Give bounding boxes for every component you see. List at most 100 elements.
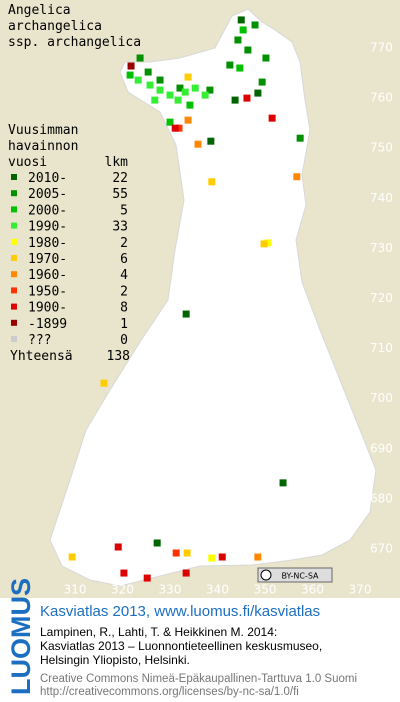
footer-background xyxy=(0,598,400,702)
legend-count: 5 xyxy=(120,203,128,218)
legend-heading: havainnon xyxy=(8,139,78,154)
y-tick-label: 740 xyxy=(370,191,393,205)
observation xyxy=(279,479,287,487)
observation xyxy=(206,86,214,94)
species-name: Angelica xyxy=(8,3,71,18)
observation xyxy=(182,310,190,318)
y-tick-label: 720 xyxy=(370,291,393,305)
legend-label: 1990- xyxy=(28,220,67,235)
legend-col-year: vuosi xyxy=(8,155,47,170)
observation xyxy=(237,16,245,24)
legend-swatch xyxy=(11,222,17,229)
legend-count: 55 xyxy=(112,187,128,202)
observation xyxy=(151,96,159,104)
y-tick-label: 670 xyxy=(370,542,393,556)
observation xyxy=(156,86,164,94)
citation-line: Lampinen, R., Lahti, T. & Heikkinen M. 2… xyxy=(40,625,277,639)
legend-label: 1900- xyxy=(28,301,67,316)
y-tick-label: 760 xyxy=(370,91,393,105)
legend-label: 1980- xyxy=(28,236,67,251)
y-tick-label: 690 xyxy=(370,441,393,455)
observation xyxy=(126,71,134,79)
legend-label: ??? xyxy=(28,333,51,348)
observation xyxy=(218,553,226,561)
observation xyxy=(234,36,242,44)
observation xyxy=(268,114,276,122)
observation xyxy=(191,84,199,92)
legend-count: 22 xyxy=(112,171,128,186)
x-tick-label: 320 xyxy=(111,583,134,597)
legend-swatch xyxy=(11,287,17,294)
observation xyxy=(146,81,154,89)
legend-label: 1950- xyxy=(28,284,67,299)
observation xyxy=(254,89,262,97)
observation xyxy=(68,553,76,561)
observation xyxy=(127,62,135,70)
observation xyxy=(239,26,247,34)
legend-swatch xyxy=(11,271,17,278)
x-tick-label: 350 xyxy=(254,583,277,597)
observation xyxy=(251,21,259,29)
observation xyxy=(120,569,128,577)
observation xyxy=(236,64,244,72)
x-tick-label: 310 xyxy=(64,583,87,597)
legend-count: 2 xyxy=(120,236,128,251)
y-tick-label: 700 xyxy=(370,391,393,405)
x-tick-label: 340 xyxy=(206,583,229,597)
species-name: ssp. archangelica xyxy=(8,35,141,50)
finland-land xyxy=(49,8,377,587)
legend-count: 0 xyxy=(120,333,128,348)
legend-count: 33 xyxy=(112,220,128,235)
legend-heading: Vuusimman xyxy=(8,123,78,138)
citation-line: Kasviatlas 2013 – Luonnontieteellinen ke… xyxy=(40,639,322,653)
legend-label: 2010- xyxy=(28,171,67,186)
legend-label: -1899 xyxy=(28,317,67,332)
observation xyxy=(166,118,174,126)
observation xyxy=(226,61,234,69)
legend-total-label: Yhteensä xyxy=(10,349,73,364)
legend-count: 2 xyxy=(120,284,128,299)
observation xyxy=(258,78,266,86)
observation xyxy=(231,96,239,104)
observation xyxy=(136,54,144,62)
observation xyxy=(183,549,191,557)
species-name: archangelica xyxy=(8,19,102,34)
observation xyxy=(254,553,262,561)
legend-label: 2005- xyxy=(28,187,67,202)
observation xyxy=(156,76,164,84)
observation xyxy=(182,569,190,577)
legend-swatch xyxy=(11,190,17,197)
footer-link[interactable]: Kasviatlas 2013, www.luomus.fi/kasviatla… xyxy=(40,603,320,620)
observation xyxy=(260,240,268,248)
legend-swatch xyxy=(11,319,17,326)
observation xyxy=(208,178,216,186)
y-tick-label: 680 xyxy=(370,491,393,505)
x-tick-label: 360 xyxy=(301,583,324,597)
observation xyxy=(186,101,194,109)
observation xyxy=(243,94,251,102)
observation xyxy=(153,539,161,547)
legend-label: 1960- xyxy=(28,268,67,283)
citation-line: Helsingin Yliopisto, Helsinki. xyxy=(40,653,190,667)
legend-count: 6 xyxy=(120,252,128,267)
legend-swatch xyxy=(11,336,17,342)
legend-label: 2000- xyxy=(28,203,67,218)
legend-label: 1970- xyxy=(28,252,67,267)
legend-swatch xyxy=(11,206,17,213)
legend-swatch xyxy=(11,174,17,180)
license-line: http://creativecommons.org/licenses/by-n… xyxy=(40,686,299,698)
observation xyxy=(207,137,215,145)
observation xyxy=(143,574,151,582)
legend-swatch xyxy=(11,238,17,245)
license-line: Creative Commons Nimeä-Epäkaupallinen-Ta… xyxy=(40,673,357,685)
x-tick-label: 370 xyxy=(349,583,372,597)
cc-badge-text: BY-NC-SA xyxy=(281,572,319,581)
observation xyxy=(262,54,270,62)
observation xyxy=(172,549,180,557)
y-tick-label: 770 xyxy=(370,41,393,55)
x-tick-label: 330 xyxy=(159,583,182,597)
legend-swatch xyxy=(11,255,17,261)
observation xyxy=(184,73,192,81)
legend-total: 138 xyxy=(107,349,130,364)
